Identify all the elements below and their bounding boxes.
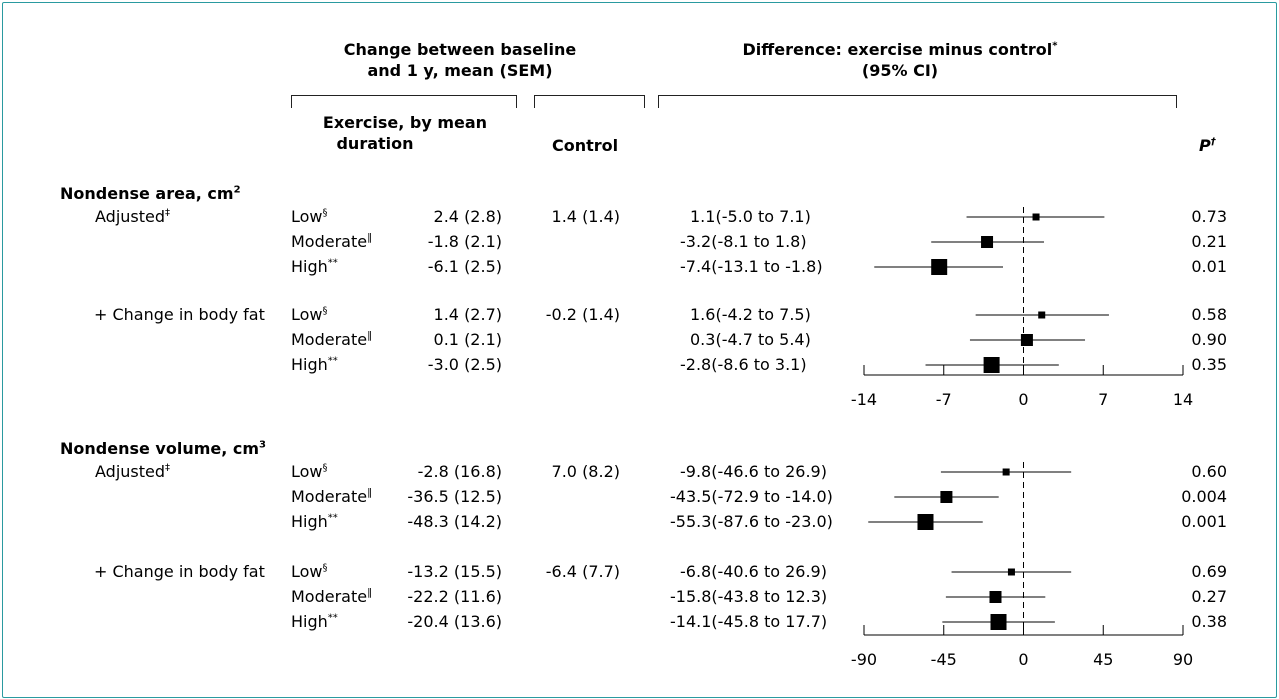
header-difference-line2: (95% CI) xyxy=(861,61,939,80)
x-tick-label: 14 xyxy=(1173,390,1193,409)
subgroup-label: + Change in body fat xyxy=(94,562,265,581)
exercise-mean: -22.2 (11.6) xyxy=(407,587,502,606)
group-label: High** xyxy=(291,512,338,531)
p-value: 0.21 xyxy=(1191,232,1227,251)
point-estimate xyxy=(983,357,1000,373)
group-label: Low§ xyxy=(291,305,328,324)
p-value: 0.58 xyxy=(1191,305,1227,324)
control-value: 1.4 (1.4) xyxy=(551,207,620,226)
bracket-control xyxy=(534,95,645,108)
point-estimate xyxy=(940,491,953,503)
group-label: High** xyxy=(291,257,338,276)
point-estimate xyxy=(990,614,1007,630)
difference-ci: 0.3(-4.7 to 5.4) xyxy=(690,330,811,349)
difference-ci: -55.3(-87.6 to -23.0) xyxy=(670,512,833,531)
x-tick-label: -90 xyxy=(851,650,877,669)
header-exercise-line2: duration xyxy=(336,134,414,153)
header-exercise-line1: Exercise, by mean xyxy=(322,113,488,132)
exercise-mean: -2.8 (16.8) xyxy=(417,462,502,481)
p-value: 0.60 xyxy=(1191,462,1227,481)
header-control: Control xyxy=(552,136,619,155)
p-value: 0.38 xyxy=(1191,612,1227,631)
p-value: 0.001 xyxy=(1181,512,1227,531)
header-p-value: P† xyxy=(1199,136,1216,155)
difference-ci: -43.5(-72.9 to -14.0) xyxy=(670,487,833,506)
exercise-mean: -20.4 (13.6) xyxy=(407,612,502,631)
difference-ci: -3.2(-8.1 to 1.8) xyxy=(680,232,807,251)
p-value: 0.73 xyxy=(1191,207,1227,226)
point-estimate xyxy=(1020,334,1033,346)
control-value: 7.0 (8.2) xyxy=(551,462,620,481)
point-estimate xyxy=(1007,568,1015,576)
exercise-mean: 1.4 (2.7) xyxy=(433,305,502,324)
x-tick-label: 45 xyxy=(1093,650,1113,669)
group-label: Moderate‖ xyxy=(291,330,373,349)
exercise-mean: -3.0 (2.5) xyxy=(427,355,502,374)
bracket-exercise xyxy=(291,95,517,108)
difference-ci: -15.8(-43.8 to 12.3) xyxy=(670,587,828,606)
group-label: Low§ xyxy=(291,562,328,581)
exercise-mean: -1.8 (2.1) xyxy=(427,232,502,251)
point-estimate xyxy=(1002,468,1010,476)
exercise-mean: -13.2 (15.5) xyxy=(407,562,502,581)
p-value: 0.004 xyxy=(1181,487,1227,506)
exercise-mean: 2.4 (2.8) xyxy=(433,207,502,226)
point-estimate xyxy=(931,259,948,275)
difference-ci: 1.1(-5.0 to 7.1) xyxy=(690,207,811,226)
p-value: 0.35 xyxy=(1191,355,1227,374)
point-estimate xyxy=(981,236,994,248)
group-label: Moderate‖ xyxy=(291,587,373,606)
section-title: Nondense area, cm2 xyxy=(60,184,241,203)
group-label: Low§ xyxy=(291,207,328,226)
x-tick-label: -7 xyxy=(936,390,952,409)
p-value: 0.90 xyxy=(1191,330,1227,349)
point-estimate xyxy=(917,514,934,530)
point-estimate xyxy=(1038,311,1046,319)
p-value: 0.27 xyxy=(1191,587,1227,606)
x-tick-label: 7 xyxy=(1098,390,1108,409)
exercise-mean: -48.3 (14.2) xyxy=(407,512,502,531)
group-label: Moderate‖ xyxy=(291,487,373,506)
group-label: High** xyxy=(291,612,338,631)
p-value: 0.01 xyxy=(1191,257,1227,276)
exercise-mean: 0.1 (2.1) xyxy=(433,330,502,349)
header-difference-line1: Difference: exercise minus control* xyxy=(742,40,1058,59)
group-label: High** xyxy=(291,355,338,374)
control-value: -0.2 (1.4) xyxy=(545,305,620,324)
subgroup-label: Adjusted‡ xyxy=(95,462,171,481)
difference-ci: -7.4(-13.1 to -1.8) xyxy=(680,257,823,276)
header-change-line2: and 1 y, mean (SEM) xyxy=(367,61,553,80)
x-tick-label: -45 xyxy=(931,650,957,669)
p-value: 0.69 xyxy=(1191,562,1227,581)
subgroup-label: Adjusted‡ xyxy=(95,207,171,226)
point-estimate xyxy=(1032,213,1040,221)
difference-ci: 1.6(-4.2 to 7.5) xyxy=(690,305,811,324)
bracket-difference xyxy=(658,95,1177,108)
difference-ci: -6.8(-40.6 to 26.9) xyxy=(680,562,827,581)
difference-ci: -9.8(-46.6 to 26.9) xyxy=(680,462,827,481)
x-tick-label: 0 xyxy=(1018,390,1028,409)
x-tick-label: 90 xyxy=(1173,650,1193,669)
group-label: Moderate‖ xyxy=(291,232,373,251)
x-tick-label: -14 xyxy=(851,390,877,409)
header-change-line1: Change between baseline xyxy=(343,40,577,59)
exercise-mean: -6.1 (2.5) xyxy=(427,257,502,276)
section-title: Nondense volume, cm3 xyxy=(60,439,267,458)
subgroup-label: + Change in body fat xyxy=(94,305,265,324)
exercise-mean: -36.5 (12.5) xyxy=(407,487,502,506)
difference-ci: -14.1(-45.8 to 17.7) xyxy=(670,612,828,631)
group-label: Low§ xyxy=(291,462,328,481)
difference-ci: -2.8(-8.6 to 3.1) xyxy=(680,355,807,374)
point-estimate xyxy=(989,591,1002,603)
x-tick-label: 0 xyxy=(1018,650,1028,669)
control-value: -6.4 (7.7) xyxy=(545,562,620,581)
